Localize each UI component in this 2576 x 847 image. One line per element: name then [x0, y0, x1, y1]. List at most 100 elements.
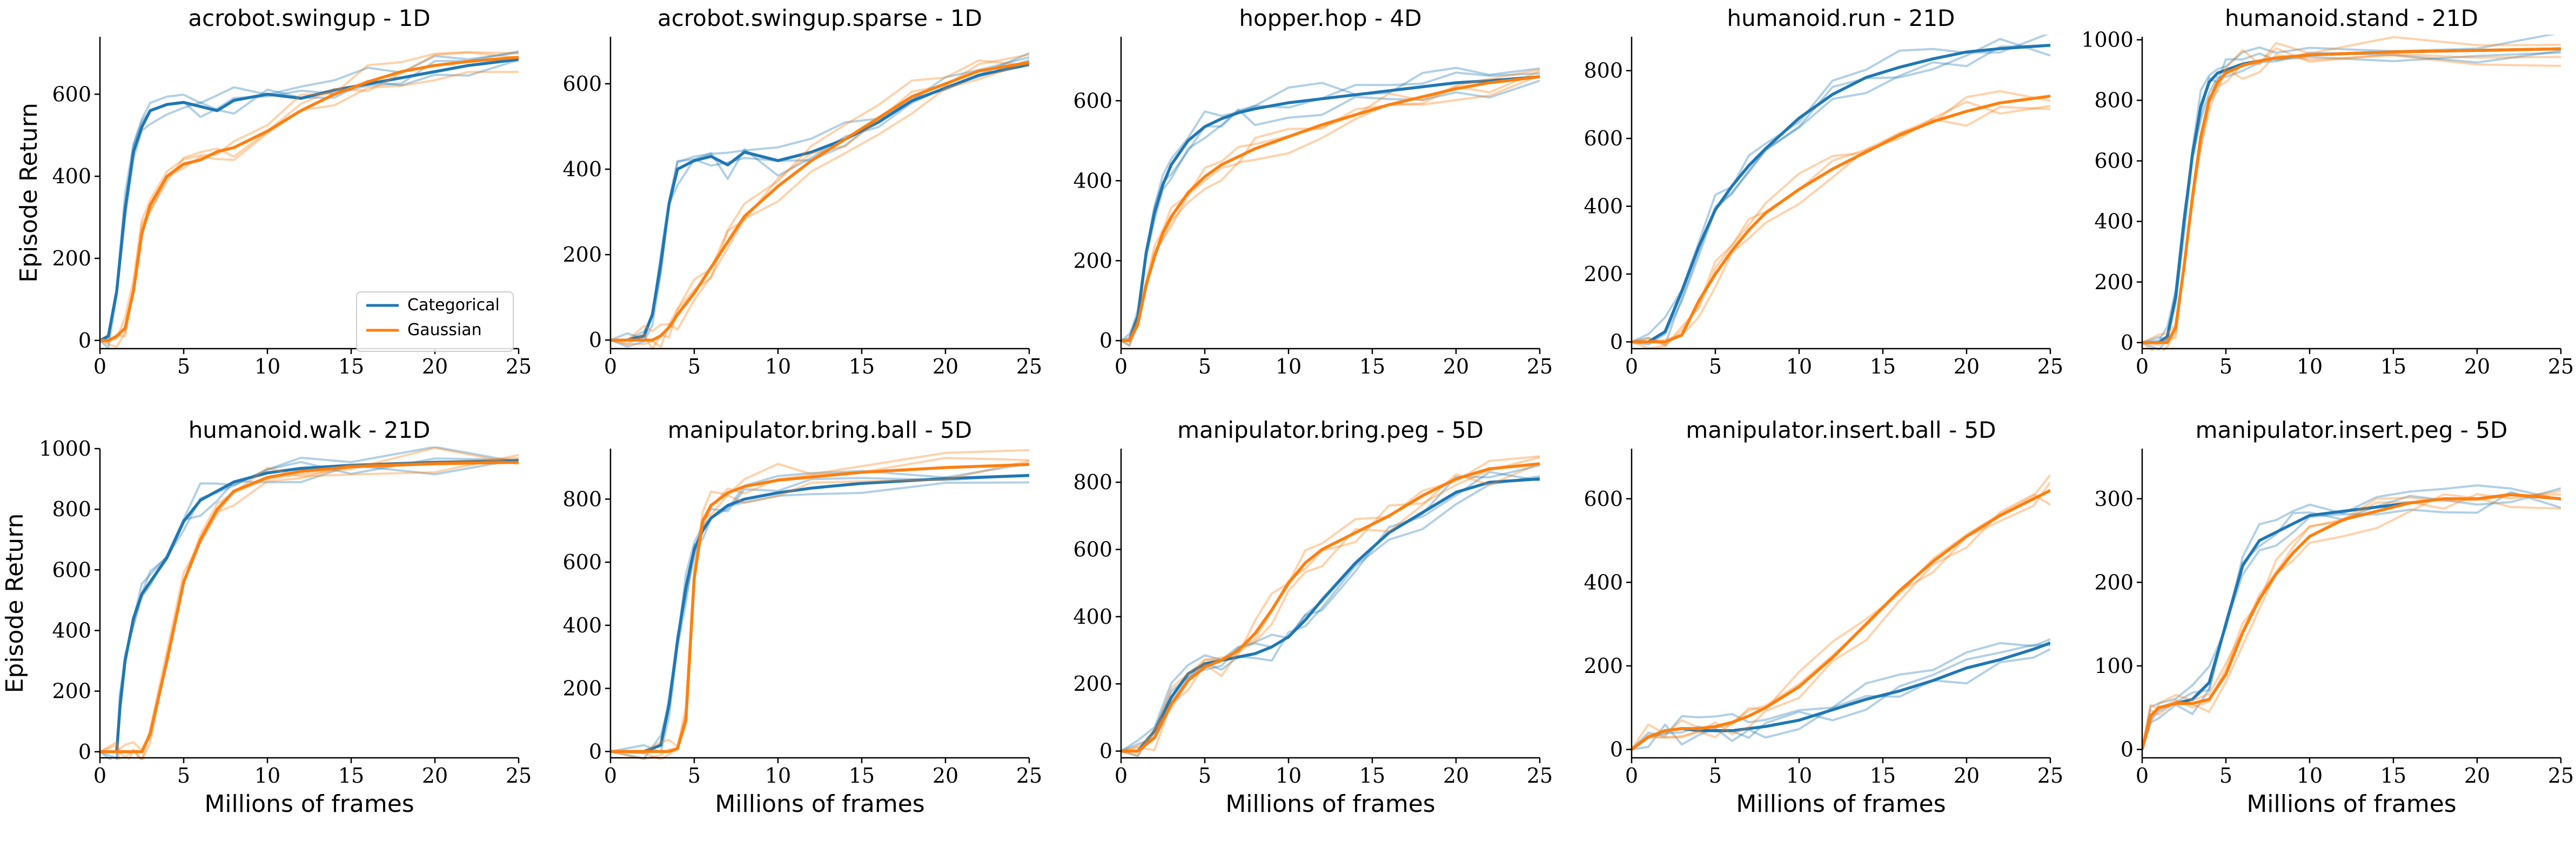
- y-tick-label: 100: [2094, 654, 2134, 678]
- x-tick-label: 0: [2136, 355, 2149, 378]
- x-tick-label: 10: [254, 764, 280, 788]
- x-tick-label: 20: [2464, 764, 2490, 788]
- y-tick-label: 600: [1584, 487, 1623, 511]
- seed-line-categorical: [611, 462, 1029, 754]
- y-tick-label: 0: [2121, 738, 2134, 762]
- seed-line-categorical: [611, 473, 1029, 760]
- subplot-title: manipulator.insert.peg - 5D: [2196, 417, 2508, 443]
- x-tick-label: 5: [1709, 355, 1722, 378]
- x-tick-label: 25: [506, 355, 532, 378]
- x-tick-label: 20: [933, 764, 958, 788]
- series-line-categorical: [2142, 493, 2561, 750]
- seed-line-categorical: [611, 481, 1029, 753]
- y-tick-label: 400: [52, 618, 91, 642]
- y-tick-label: 1000: [39, 437, 91, 461]
- x-tick-label: 5: [688, 355, 701, 378]
- x-tick-label: 0: [1625, 355, 1638, 378]
- y-tick-label: 400: [562, 613, 602, 637]
- x-axis-label: Millions of frames: [1736, 790, 1946, 818]
- y-tick-label: 0: [589, 328, 602, 352]
- x-tick-label: 20: [2464, 355, 2490, 378]
- subplot-title: humanoid.stand - 21D: [2225, 5, 2478, 31]
- y-tick-label: 0: [1099, 329, 1112, 352]
- subplot-7: manipulator.bring.peg - 5D 0 5 10 15 20 25 0 200…: [1073, 417, 1553, 818]
- subplot-title: humanoid.run - 21D: [1727, 5, 1955, 31]
- y-tick-label: 600: [2094, 149, 2134, 173]
- y-tick-label: 400: [52, 164, 91, 188]
- x-tick-label: 15: [849, 355, 875, 378]
- x-axis-label: Millions of frames: [715, 790, 924, 818]
- legend-label-categorical: Categorical: [407, 296, 500, 315]
- subplot-4: humanoid.stand - 21D 0 5 10 15 20 25 0 200 400 600…: [2081, 5, 2574, 378]
- x-tick-label: 0: [1115, 355, 1128, 378]
- subplot-2: hopper.hop - 4D 0 5 10 15 20 25 0 200 400 600: [1073, 5, 1553, 378]
- y-tick-label: 400: [1584, 195, 1623, 218]
- y-tick-label: 800: [2094, 89, 2134, 112]
- x-tick-label: 25: [2548, 355, 2574, 378]
- seed-line-categorical: [1632, 35, 2049, 343]
- seed-line-gaussian: [611, 459, 1029, 760]
- seed-line-gaussian: [2142, 493, 2561, 750]
- y-tick-label: 0: [78, 740, 91, 764]
- seed-line-categorical: [1121, 464, 1540, 752]
- x-tick-label: 5: [177, 764, 190, 788]
- seed-line-categorical: [611, 56, 1029, 348]
- series-line-gaussian: [1632, 489, 2050, 751]
- series-line-gaussian: [1121, 75, 1540, 342]
- x-tick-label: 10: [2297, 355, 2323, 378]
- x-tick-label: 20: [1954, 355, 1980, 378]
- seed-line-categorical: [100, 457, 519, 753]
- seed-line-categorical: [100, 446, 519, 759]
- y-tick-label: 600: [562, 550, 602, 574]
- x-tick-label: 5: [1198, 355, 1211, 378]
- x-tick-label: 10: [1786, 355, 1812, 378]
- subplot-title: manipulator.bring.peg - 5D: [1177, 417, 1484, 443]
- x-tick-label: 0: [2136, 764, 2149, 788]
- y-tick-label: 200: [1073, 249, 1112, 272]
- y-tick-label: 0: [589, 739, 602, 763]
- x-tick-label: 25: [1527, 355, 1553, 378]
- y-tick-label: 200: [2094, 270, 2134, 294]
- series-group: [611, 52, 1029, 350]
- x-tick-label: 15: [338, 355, 364, 378]
- seed-line-gaussian: [1121, 462, 1540, 752]
- subplot-6: manipulator.bring.ball - 5D 0 5 10 15 20 25 0 20…: [562, 417, 1042, 818]
- seed-line-gaussian: [2142, 36, 2561, 344]
- y-tick-label: 1000: [2081, 28, 2134, 52]
- subplot-5: humanoid.walk - 21D 0 5 10 15 20 25 0 200 400 600 8…: [1, 417, 532, 818]
- subplot-8: manipulator.insert.ball - 5D 0 5 10 15 20 25 0 2…: [1584, 417, 2063, 818]
- series-line-categorical: [100, 58, 519, 342]
- subplot-title: acrobot.swingup.sparse - 1D: [658, 5, 982, 31]
- series-line-gaussian: [611, 463, 1029, 753]
- x-tick-label: 0: [93, 764, 106, 788]
- y-tick-label: 200: [2094, 570, 2134, 594]
- y-tick-label: 600: [52, 558, 91, 582]
- series-group: [100, 446, 519, 760]
- x-tick-label: 5: [688, 764, 701, 788]
- x-tick-label: 10: [1276, 355, 1302, 378]
- series-line-categorical: [611, 63, 1029, 342]
- y-tick-label: 400: [562, 157, 602, 181]
- series-group: [100, 50, 519, 349]
- x-tick-label: 20: [1954, 764, 1980, 788]
- legend-label-gaussian: Gaussian: [407, 321, 482, 339]
- y-tick-label: 800: [1073, 470, 1112, 494]
- seed-line-categorical: [1121, 471, 1540, 757]
- seed-line-categorical: [611, 59, 1029, 342]
- x-tick-label: 15: [1359, 355, 1385, 378]
- subplot-title: humanoid.walk - 21D: [189, 417, 431, 443]
- x-tick-label: 20: [1443, 764, 1469, 788]
- x-tick-label: 10: [1276, 764, 1302, 788]
- x-tick-label: 10: [765, 764, 791, 788]
- series-line-gaussian: [2142, 47, 2561, 344]
- x-tick-label: 25: [1527, 764, 1553, 788]
- x-tick-label: 15: [338, 764, 364, 788]
- subplot-3: humanoid.run - 21D 0 5 10 15 20 25 0 200 400 600 80…: [1584, 5, 2063, 378]
- y-tick-label: 600: [1073, 538, 1112, 562]
- seed-line-gaussian: [611, 449, 1029, 753]
- seed-line-categorical: [1121, 71, 1540, 347]
- x-tick-label: 10: [2297, 764, 2323, 788]
- x-tick-label: 25: [1016, 355, 1042, 378]
- seed-line-categorical: [100, 458, 519, 760]
- x-tick-label: 25: [506, 764, 532, 788]
